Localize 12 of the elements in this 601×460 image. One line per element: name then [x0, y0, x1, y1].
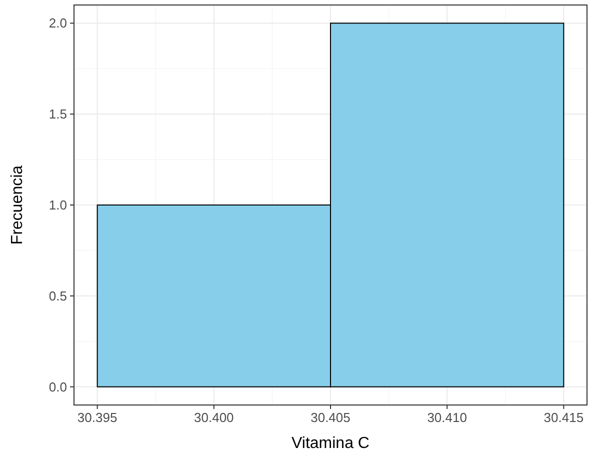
y-tick-label: 2.0 [48, 16, 67, 31]
y-tick-label: 1.0 [48, 198, 67, 213]
x-tick-label: 30.410 [427, 410, 467, 425]
y-tick-label: 0.0 [48, 379, 67, 394]
x-tick-label: 30.400 [194, 410, 234, 425]
x-axis-title: Vitamina C [292, 435, 370, 452]
y-tick-label: 0.5 [48, 288, 67, 304]
x-tick-label: 30.415 [544, 410, 584, 425]
y-tick-label: 1.5 [48, 106, 67, 122]
x-tick-label: 30.405 [310, 410, 350, 425]
y-axis-title: Frecuencia [9, 165, 26, 245]
x-tick-label: 30.395 [77, 410, 118, 425]
